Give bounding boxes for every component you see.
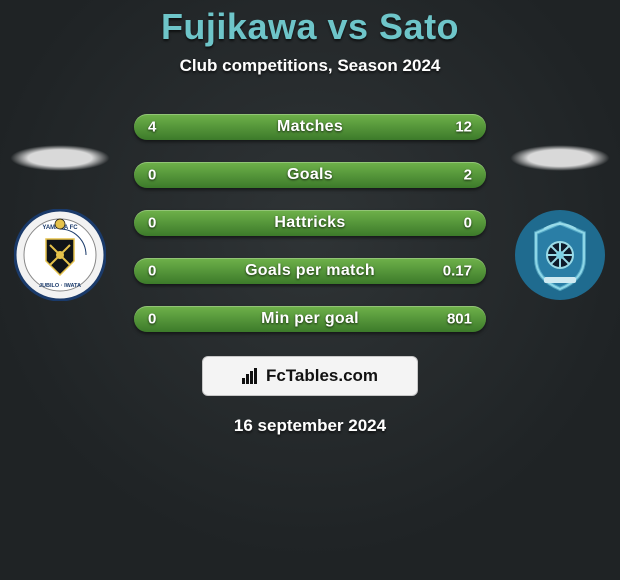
stat-label: Goals xyxy=(287,166,333,184)
stat-left-value: 0 xyxy=(148,311,156,328)
right-crest-shadow xyxy=(510,145,610,171)
page-background: Fujikawa vs Sato Club competitions, Seas… xyxy=(0,0,620,580)
stat-right-value: 0 xyxy=(464,215,472,232)
stat-bar-matches: 4 Matches 12 xyxy=(134,114,486,140)
bar-chart-icon xyxy=(242,368,260,384)
page-title: Fujikawa vs Sato xyxy=(161,6,459,48)
compare-row: YAMAHA FC JUBILO · IWATA 4 Matches xyxy=(0,114,620,332)
stat-bar-goals: 0 Goals 2 xyxy=(134,162,486,188)
stat-label: Min per goal xyxy=(261,310,359,328)
stat-bar-hattricks: 0 Hattricks 0 xyxy=(134,210,486,236)
stat-left-value: 0 xyxy=(148,263,156,280)
brand-box[interactable]: FcTables.com xyxy=(202,356,418,396)
right-crest-svg xyxy=(514,209,606,301)
stat-left-value: 0 xyxy=(148,215,156,232)
stat-label: Matches xyxy=(277,118,343,136)
stat-right-value: 12 xyxy=(455,119,472,136)
left-crest-shadow xyxy=(10,145,110,171)
stat-left-value: 4 xyxy=(148,119,156,136)
stat-label: Goals per match xyxy=(245,262,375,280)
stat-bars: 4 Matches 12 0 Goals 2 0 Hattricks 0 0 G… xyxy=(120,114,500,332)
stat-bar-min-per-goal: 0 Min per goal 801 xyxy=(134,306,486,332)
stat-right-value: 0.17 xyxy=(443,263,472,280)
stat-label: Hattricks xyxy=(274,214,345,232)
right-team-crest xyxy=(514,209,606,301)
stat-bar-goals-per-match: 0 Goals per match 0.17 xyxy=(134,258,486,284)
stat-left-value: 0 xyxy=(148,167,156,184)
left-team-crest: YAMAHA FC JUBILO · IWATA xyxy=(14,209,106,301)
content-wrap: Fujikawa vs Sato Club competitions, Seas… xyxy=(0,0,620,580)
stat-right-value: 801 xyxy=(447,311,472,328)
brand-text: FcTables.com xyxy=(266,366,378,386)
left-crest-svg: YAMAHA FC JUBILO · IWATA xyxy=(14,209,106,301)
left-team-slot: YAMAHA FC JUBILO · IWATA xyxy=(0,145,120,301)
page-subtitle: Club competitions, Season 2024 xyxy=(180,56,441,76)
svg-text:JUBILO · IWATA: JUBILO · IWATA xyxy=(39,283,81,289)
stat-right-value: 2 xyxy=(464,167,472,184)
footer-date: 16 september 2024 xyxy=(234,416,386,436)
right-team-slot xyxy=(500,145,620,301)
